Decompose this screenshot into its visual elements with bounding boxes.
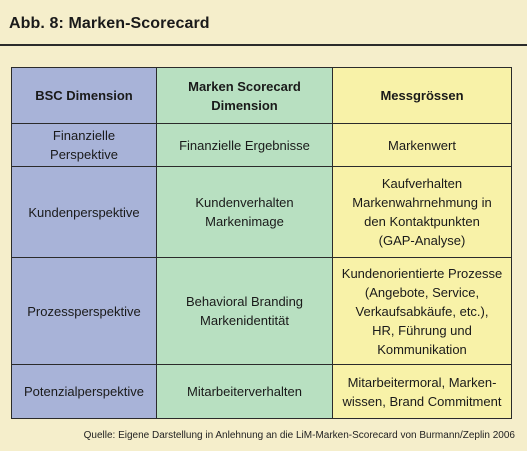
scorecard-table: BSC Dimension Marken Scorecard Dimension…	[11, 67, 512, 419]
header-bsc-dimension: BSC Dimension	[11, 67, 157, 124]
cell-messgroessen: Markenwert	[332, 123, 512, 167]
header-marken-scorecard-dimension: Marken Scorecard Dimension	[156, 67, 333, 124]
table-row: Kundenperspektive Kundenverhalten Marken…	[11, 166, 512, 258]
cell-scorecard-dimension: Behavioral Branding Markenidentität	[156, 257, 333, 365]
cell-bsc-dimension: Prozessperspektive	[11, 257, 157, 365]
table-row: Prozessperspektive Behavioral Branding M…	[11, 257, 512, 365]
cell-bsc-dimension: Kundenperspektive	[11, 166, 157, 258]
header-messgroessen: Messgrössen	[332, 67, 512, 124]
table-row: Finanzielle Perspektive Finanzielle Erge…	[11, 123, 512, 167]
cell-messgroessen: Kaufverhalten Markenwahrnehmung in den K…	[332, 166, 512, 258]
source-note: Quelle: Eigene Darstellung in Anlehnung …	[83, 430, 515, 441]
table-row: Potenzialperspektive Mitarbeiterverhalte…	[11, 364, 512, 419]
cell-scorecard-dimension: Mitarbeiterverhalten	[156, 364, 333, 419]
figure-title: Abb. 8: Marken-Scorecard	[9, 15, 210, 32]
cell-scorecard-dimension: Finanzielle Ergebnisse	[156, 123, 333, 167]
figure-header: Abb. 8: Marken-Scorecard	[0, 0, 527, 46]
cell-bsc-dimension: Finanzielle Perspektive	[11, 123, 157, 167]
cell-messgroessen: Kundenorientierte Prozesse (Angebote, Se…	[332, 257, 512, 365]
header-row: BSC Dimension Marken Scorecard Dimension…	[11, 67, 512, 124]
cell-messgroessen: Mitarbeitermoral, Marken- wissen, Brand …	[332, 364, 512, 419]
cell-scorecard-dimension: Kundenverhalten Markenimage	[156, 166, 333, 258]
cell-bsc-dimension: Potenzialperspektive	[11, 364, 157, 419]
